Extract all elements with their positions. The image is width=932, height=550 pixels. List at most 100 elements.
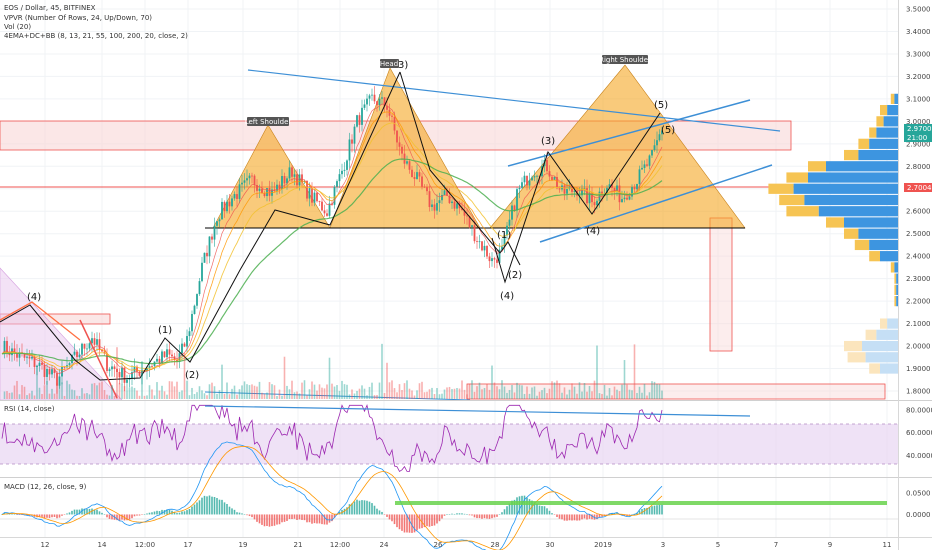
volume-bar: [253, 385, 256, 399]
candle-body: [593, 202, 596, 206]
macd-hist-bar: [263, 514, 266, 527]
volume-bar: [76, 395, 78, 399]
volume-bar: [278, 389, 281, 399]
candle-body: [563, 185, 566, 194]
vpvr-up-bar: [786, 206, 819, 217]
macd-hist-bar: [253, 514, 256, 520]
time-tick-label: 5: [716, 541, 720, 549]
volume-bar: [53, 393, 56, 399]
macd-line: [1, 441, 663, 550]
macd-hist-bar: [168, 509, 171, 515]
candle-body: [398, 142, 401, 147]
volume-bar: [83, 393, 86, 399]
candle-body: [316, 192, 318, 202]
rsi-title: RSI (14, close): [4, 405, 55, 413]
volume-bar: [58, 385, 61, 399]
price-tick-label: 2.5000: [906, 230, 931, 238]
macd-hist-bar: [173, 511, 176, 515]
candle-body: [641, 167, 643, 170]
candle-body: [101, 349, 103, 352]
candle-body: [518, 187, 521, 190]
candle-body: [308, 188, 311, 199]
vpvr-up-bar: [869, 251, 880, 262]
candle-body: [428, 191, 431, 207]
macd-hist-bar: [236, 512, 238, 515]
volume-bar: [216, 393, 218, 399]
candle-body: [63, 366, 66, 368]
head-label: Head: [380, 60, 398, 68]
macd-hist-bar: [543, 506, 546, 515]
volume-bar: [351, 389, 353, 399]
volume-bar: [511, 385, 513, 399]
macd-hist-bar: [81, 508, 83, 515]
volume-bar: [118, 382, 121, 399]
macd-hist-bar: [96, 509, 98, 515]
candle-body: [211, 236, 213, 240]
candle-body: [31, 356, 33, 359]
candle-body: [566, 189, 568, 194]
rsi-axis[interactable]: 80.0000 60.0000 40.0000: [906, 406, 932, 460]
macd-hist-bar: [661, 504, 663, 515]
volume-bar: [71, 389, 73, 399]
volume-bar: [176, 381, 178, 399]
time-axis[interactable]: 12 14 12:00 17 19 21 12:00 24 26 28 30 2019 3 5 7 9 11: [41, 541, 892, 549]
macd-hist-bar: [501, 512, 503, 515]
candle-body: [608, 184, 611, 188]
price-axis[interactable]: 3.5000 3.4000 3.3000 3.2000 3.1000 3.0000 2.90…: [906, 6, 931, 396]
macd-hist-bar: [448, 514, 451, 515]
macd-hist-bar: [248, 514, 251, 517]
macd-hist-bar: [496, 514, 498, 517]
macd-hist-bar: [398, 514, 401, 530]
macd-hist-bar: [41, 514, 43, 517]
macd-hist-bar: [551, 513, 553, 515]
vpvr-up-bar: [844, 228, 859, 239]
ema-8-line: [1, 103, 663, 375]
macd-hist-bar: [238, 512, 241, 515]
candle-body: [588, 193, 591, 204]
macd-hist-bar: [451, 513, 453, 515]
macd-hist-bar: [206, 496, 208, 515]
macd-hist-bar: [306, 514, 308, 523]
volume-bar: [483, 388, 486, 399]
macd-hist-bar: [333, 514, 336, 518]
candle-body: [278, 184, 281, 189]
volume-bar: [413, 395, 416, 399]
macd-axis[interactable]: 0.0500 0.0000: [906, 489, 931, 519]
macd-hist-bar: [183, 511, 186, 515]
vpvr-up-bar: [869, 363, 880, 374]
macd-hist-bar: [561, 514, 563, 520]
macd-hist-bar: [413, 514, 416, 533]
volume-bar: [513, 392, 516, 399]
channel-lower: [539, 164, 773, 243]
macd-hist-bar: [548, 510, 551, 515]
macd-hist-bar: [456, 513, 458, 515]
macd-hist-bar: [13, 514, 16, 515]
volume-bar: [81, 388, 83, 399]
volume-bar: [583, 383, 586, 399]
volume-bar: [498, 389, 501, 399]
candle-body: [118, 372, 121, 378]
macd-hist-bar: [223, 502, 226, 515]
macd-hist-bar: [503, 509, 506, 515]
macd-hist-bar: [403, 514, 406, 533]
macd-hist-bar: [153, 511, 156, 515]
indicator-vol: Vol (20): [4, 23, 31, 31]
volume-bar: [396, 392, 398, 399]
volume-bar: [178, 391, 181, 399]
volume-bar: [503, 386, 506, 399]
vpvr-up-bar: [768, 183, 794, 194]
volume-bar: [341, 380, 343, 399]
volume-bar: [596, 345, 598, 399]
candle-body: [551, 176, 553, 180]
candle-body: [573, 190, 576, 192]
price-candles: [3, 86, 663, 394]
candle-body: [261, 188, 263, 194]
macd-hist-bar: [321, 514, 323, 525]
volume-bar: [451, 389, 453, 399]
candle-body: [106, 353, 108, 371]
price-tick-label: 3.5000: [906, 6, 931, 14]
macd-hist-bar: [563, 514, 566, 521]
volume-bar: [173, 386, 176, 399]
candle-body: [286, 178, 288, 184]
